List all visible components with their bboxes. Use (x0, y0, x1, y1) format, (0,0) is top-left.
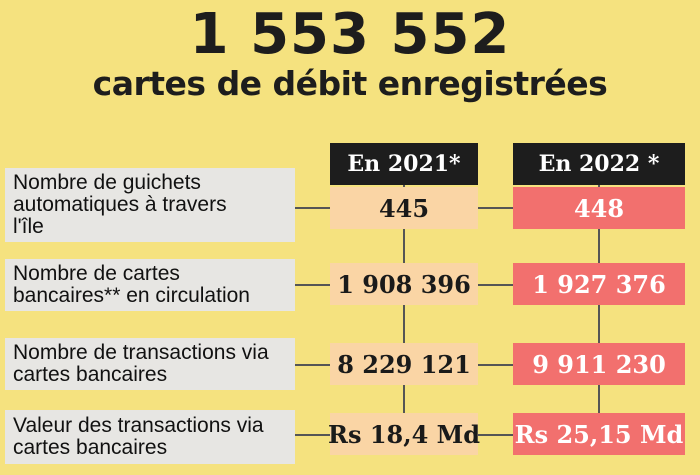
cell-2021-cards: 1 908 396 (330, 263, 478, 305)
row-label-cards: Nombre de cartes bancaires** en circulat… (5, 259, 295, 311)
cell-2022-value: Rs 25,15 Md (513, 413, 685, 455)
connector-vertical-2021 (403, 185, 405, 435)
row-label-atm: Nombre de guichets automatiques à traver… (5, 168, 295, 242)
row-label-transactions: Nombre de transactions via cartes bancai… (5, 338, 295, 390)
headline-number: 1 553 552 (189, 2, 511, 67)
headline-subtitle: cartes de débit enregistrées (92, 64, 608, 103)
connector-vertical-2022 (598, 185, 600, 435)
cell-2022-cards: 1 927 376 (513, 263, 685, 305)
cell-2021-value: Rs 18,4 Md (328, 413, 480, 455)
cell-2022-transactions: 9 911 230 (513, 343, 685, 385)
row-label-value: Valeur des transactions via cartes banca… (5, 410, 295, 464)
cell-2021-atm: 445 (330, 187, 478, 229)
cell-2022-atm: 448 (513, 187, 685, 229)
column-header-2021: En 2021* (330, 143, 478, 185)
cell-2021-transactions: 8 229 121 (330, 343, 478, 385)
column-header-2022: En 2022 * (513, 143, 685, 185)
